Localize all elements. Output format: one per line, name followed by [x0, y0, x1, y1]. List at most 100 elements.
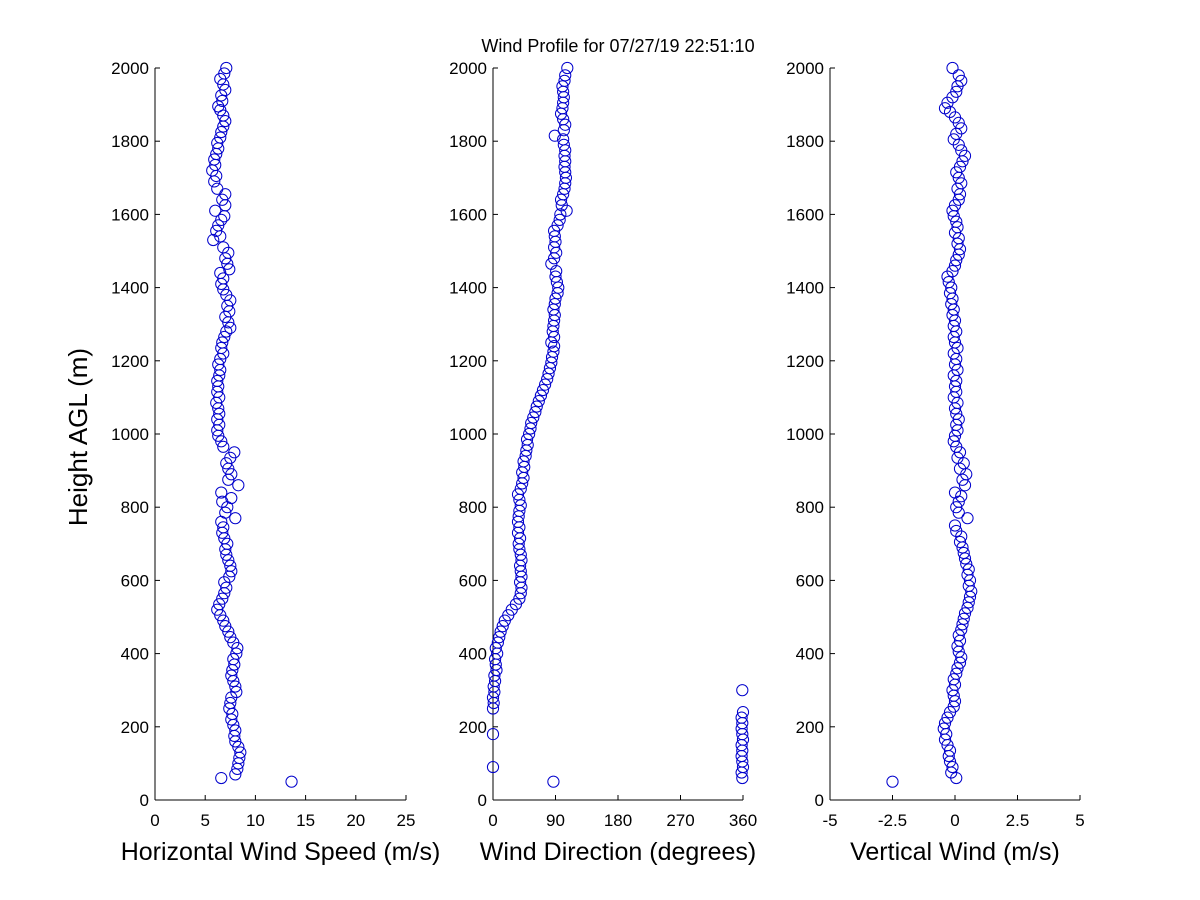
data-point	[951, 221, 964, 234]
x-tick-label: -2.5	[878, 811, 907, 830]
data-point	[217, 521, 230, 534]
data-point	[946, 760, 959, 774]
data-point	[214, 131, 227, 144]
data-point	[224, 559, 237, 572]
data-point	[561, 61, 574, 75]
data-point	[232, 479, 245, 492]
data-point	[951, 341, 964, 355]
data-point	[534, 389, 548, 402]
x-tick-label: -5	[822, 811, 837, 830]
y-tick-label: 2000	[786, 59, 824, 78]
data-point	[961, 512, 974, 525]
data-point	[958, 607, 972, 620]
data-point	[946, 204, 959, 217]
data-point	[229, 512, 242, 525]
data-point	[947, 673, 960, 686]
x-tick-label: 20	[346, 811, 365, 830]
data-point	[529, 405, 542, 419]
data-point	[234, 746, 247, 759]
data-point	[218, 330, 231, 344]
data-point	[953, 535, 967, 549]
y-tick-label: 1600	[111, 205, 149, 224]
y-tick-label: 2000	[449, 59, 487, 78]
data-point	[220, 581, 233, 594]
data-point	[557, 138, 570, 151]
data-point	[530, 400, 543, 413]
y-tick-label: 1200	[111, 352, 149, 371]
x-tick-label: 360	[729, 811, 757, 830]
data-point	[222, 554, 235, 567]
data-point	[736, 684, 749, 697]
data-point	[219, 620, 232, 633]
data-point	[952, 413, 965, 426]
data-point	[943, 744, 957, 757]
x-tick-label: 90	[546, 811, 565, 830]
data-point	[219, 114, 232, 128]
data-point	[219, 83, 232, 97]
data-point	[938, 717, 952, 730]
x-tick-label: 270	[666, 811, 694, 830]
data-point	[553, 213, 566, 226]
data-point	[496, 620, 509, 633]
data-point	[211, 603, 224, 616]
x-tick-label: 0	[950, 811, 959, 830]
data-point	[215, 341, 228, 355]
data-point	[557, 133, 570, 146]
data-point	[952, 69, 965, 82]
x-axis-label: Vertical Wind (m/s)	[850, 838, 1060, 866]
y-tick-label: 200	[121, 718, 149, 737]
y-tick-label: 1800	[786, 132, 824, 151]
data-point	[211, 182, 224, 195]
x-tick-label: 10	[246, 811, 265, 830]
data-point	[228, 446, 241, 459]
data-point	[886, 775, 899, 788]
data-point	[938, 102, 952, 115]
y-tick-label: 2000	[111, 59, 149, 78]
data-point	[950, 667, 963, 680]
data-point	[207, 233, 220, 247]
data-point	[962, 563, 975, 576]
x-tick-label: 15	[296, 811, 315, 830]
data-point	[220, 61, 233, 75]
data-point	[225, 565, 238, 578]
data-point	[230, 647, 243, 660]
data-point	[210, 224, 223, 237]
data-point	[229, 724, 242, 737]
x-tick-label: 25	[397, 811, 416, 830]
data-point	[493, 631, 506, 644]
figure-title: Wind Profile for 07/27/19 22:51:10	[481, 36, 754, 56]
data-point	[548, 340, 561, 353]
data-point	[229, 768, 242, 781]
data-point	[494, 625, 507, 638]
panel-3: 0 200 400 600 800 1000 1200 1400 1600 1800 2000 -5 -…	[786, 59, 1085, 866]
data-point	[554, 208, 567, 221]
data-point	[511, 488, 525, 501]
y-tick-label: 600	[459, 571, 487, 590]
y-tick-label: 800	[121, 498, 149, 517]
data-point	[941, 711, 954, 724]
data-point	[208, 153, 221, 166]
y-tick-label: 1400	[111, 279, 149, 298]
data-point	[213, 407, 226, 420]
data-point	[215, 486, 228, 499]
data-point	[937, 722, 950, 735]
data-point	[955, 122, 968, 135]
x-tick-label: 0	[150, 811, 159, 830]
y-tick-label: 0	[815, 791, 824, 810]
data-point	[220, 325, 233, 338]
data-point	[950, 501, 963, 514]
data-point	[545, 257, 558, 270]
data-point	[549, 270, 562, 283]
data-point	[216, 336, 229, 349]
data-point	[538, 378, 552, 391]
x-tick-label: 0	[488, 811, 497, 830]
x-axis-label: Horizontal Wind Speed (m/s)	[121, 838, 441, 866]
data-point	[548, 129, 561, 142]
data-point	[217, 440, 230, 453]
data-point	[230, 685, 243, 699]
data-point	[215, 213, 228, 226]
y-tick-label: 0	[140, 791, 149, 810]
y-tick-label: 600	[121, 571, 149, 590]
data-point	[559, 69, 572, 82]
